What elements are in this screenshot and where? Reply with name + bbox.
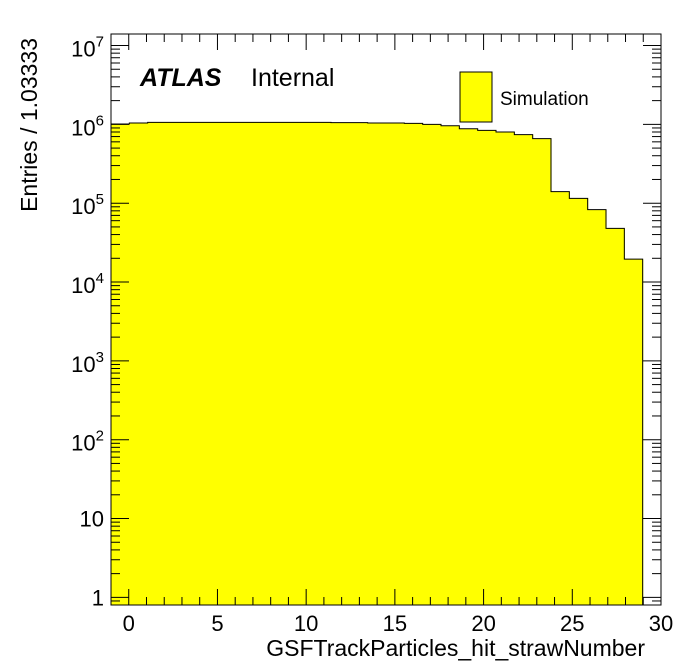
- histogram-bar: [422, 124, 442, 606]
- histogram-bar: [239, 122, 259, 606]
- histogram-bar: [496, 131, 515, 605]
- x-tick-label: 15: [383, 611, 407, 636]
- x-tick-label: 20: [471, 611, 495, 636]
- y-tick-label: 106: [71, 112, 104, 140]
- y-axis: 1 10 102 103 104 105 106 107: [71, 34, 661, 610]
- histogram-bar: [221, 122, 240, 606]
- x-tick-label: 10: [294, 611, 318, 636]
- histogram-bar: [624, 259, 644, 605]
- histogram-bar: [166, 122, 185, 606]
- plot-frame: [110, 33, 662, 606]
- histogram-bar: [569, 198, 589, 605]
- atlas-label-bold: ATLAS: [139, 64, 222, 92]
- y-tick-label: 103: [71, 349, 104, 377]
- y-tick-label: 10: [80, 507, 104, 532]
- histogram-bar: [532, 138, 552, 605]
- histogram-bar: [349, 122, 369, 606]
- histogram-bar: [459, 128, 479, 605]
- x-tick-label: 25: [560, 611, 584, 636]
- x-axis-label: GSFTrackParticles_hit_strawNumber: [266, 635, 645, 661]
- histogram-bar: [404, 123, 424, 605]
- histogram-bar: [276, 122, 295, 606]
- y-tick-label: 105: [71, 191, 104, 219]
- histogram-bar: [367, 123, 387, 605]
- atlas-label-internal: Internal: [251, 64, 334, 92]
- histogram-bar: [477, 130, 497, 606]
- y-tick-label: 107: [71, 34, 104, 62]
- histogram-bar: [129, 123, 149, 605]
- histogram-bar: [257, 122, 277, 606]
- legend-swatch: [459, 71, 493, 123]
- histogram-bar: [331, 122, 350, 606]
- histogram-bar: [551, 191, 570, 605]
- histogram-bar: [606, 228, 625, 605]
- histogram-outline: [111, 121, 644, 605]
- histogram-bar: [184, 122, 204, 606]
- histogram-bar: [147, 122, 167, 606]
- legend-entry-simulation: Simulation: [500, 89, 589, 110]
- y-axis-label: Entries / 1.03333: [16, 38, 42, 212]
- histogram-bar: [312, 122, 332, 606]
- x-tick-label: 5: [211, 611, 223, 636]
- histogram-bars: [111, 122, 644, 606]
- x-axis: 0 5 10 15 20 25 30: [110, 34, 673, 636]
- histogram-bar: [514, 134, 534, 605]
- x-tick-label: 0: [123, 611, 135, 636]
- histogram-bar: [587, 209, 607, 605]
- y-tick-label: 102: [71, 428, 104, 456]
- x-tick-label: 30: [649, 611, 673, 636]
- legend: Simulation: [459, 71, 589, 123]
- y-tick-label: 1: [92, 585, 104, 610]
- histogram-bar: [441, 125, 460, 605]
- atlas-label: ATLAS Internal: [139, 64, 334, 92]
- histogram-bar: [386, 123, 405, 605]
- histogram-bar: [294, 122, 314, 606]
- histogram-bar: [202, 122, 222, 606]
- y-tick-label: 104: [71, 270, 104, 298]
